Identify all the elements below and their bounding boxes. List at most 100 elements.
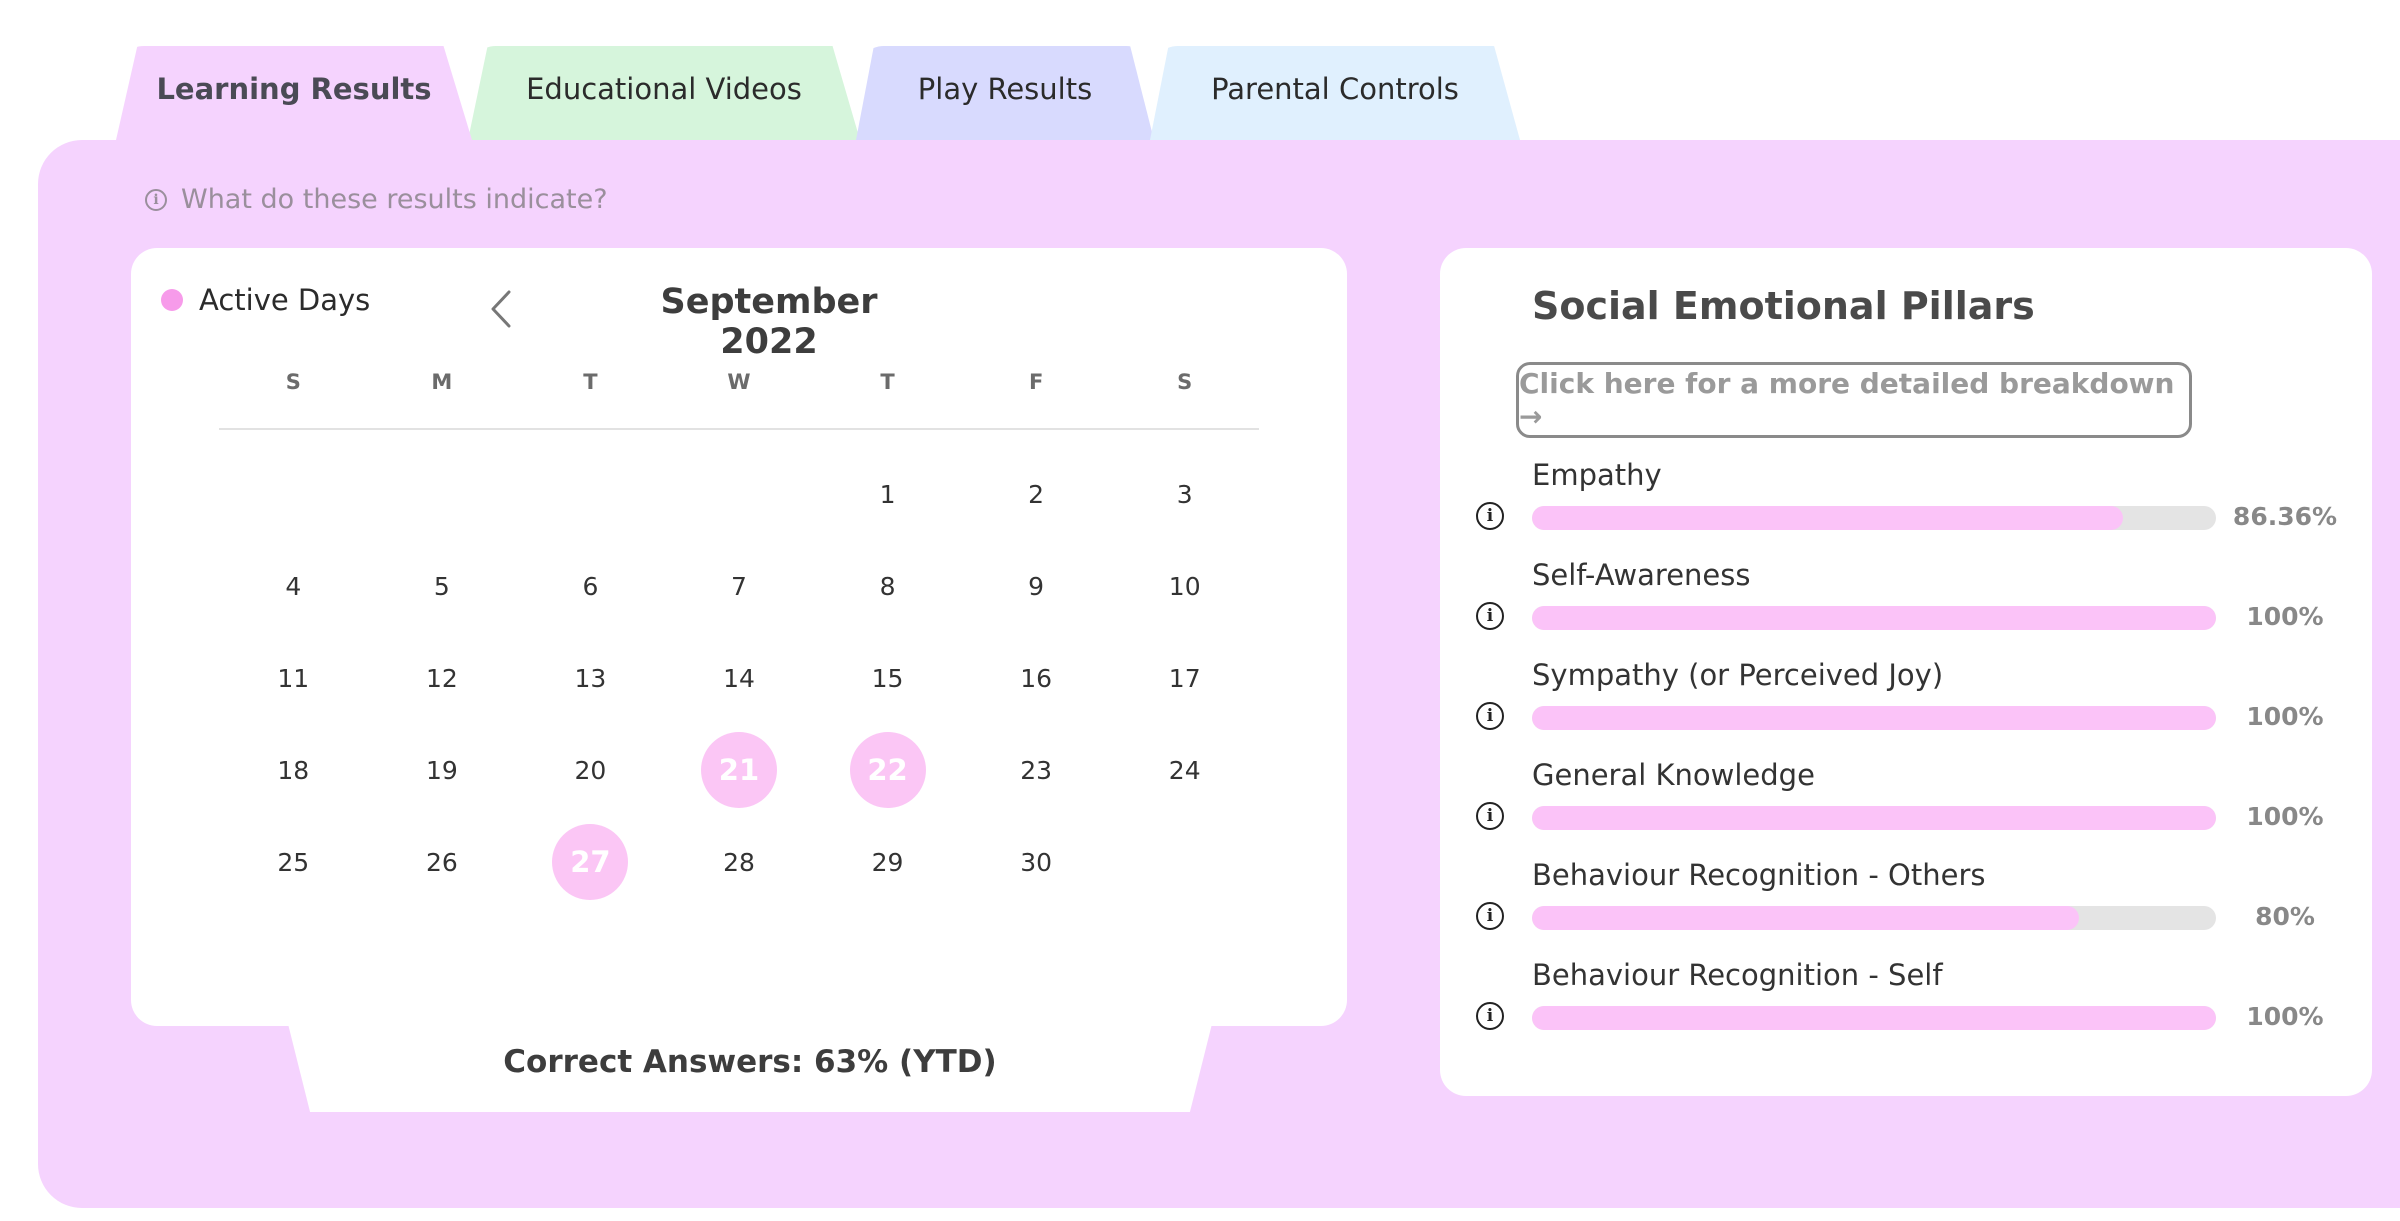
tab-learning-results[interactable]: Learning Results (116, 46, 472, 140)
day-number: 25 (277, 847, 310, 877)
pillar-percent: 100% (2246, 1002, 2324, 1031)
calendar-day[interactable]: 2 (962, 448, 1111, 540)
calendar-day[interactable]: 24 (1110, 724, 1259, 816)
pillar-label: General Knowledge (1532, 758, 1815, 792)
day-number: 18 (277, 755, 310, 785)
day-number: 1 (879, 479, 896, 509)
calendar-day[interactable]: 4 (219, 540, 368, 632)
calendar-day[interactable]: 7 (665, 540, 814, 632)
calendar-day[interactable]: 10 (1110, 540, 1259, 632)
calendar-grid: 1 2 3 4 5 6 7 8 9 10 11 12 13 14 15 16 17 18 19 20 21 22 23 24 2… (219, 448, 1259, 908)
calendar-day[interactable]: 13 (516, 632, 665, 724)
calendar-day[interactable]: 28 (665, 816, 814, 908)
pillar-label: Sympathy (or Perceived Joy) (1532, 658, 1944, 692)
day-number: 7 (731, 571, 747, 601)
day-number (701, 456, 777, 532)
day-number: 4 (285, 571, 302, 601)
calendar-day[interactable]: 3 (1110, 448, 1259, 540)
tab-educational-videos[interactable]: Educational Videos (468, 46, 860, 140)
info-icon: i (1476, 502, 1504, 530)
calendar-day[interactable]: 18 (219, 724, 368, 816)
active-day-dot (161, 289, 183, 311)
tab-parental-controls[interactable]: Parental Controls (1150, 46, 1520, 140)
pillar-progress-fill (1532, 706, 2216, 730)
pillar-info-button[interactable]: i (1476, 902, 1504, 930)
day-number: 3 (1176, 479, 1193, 509)
tab-label: Learning Results (156, 72, 432, 106)
tab-label: Play Results (917, 72, 1093, 106)
day-number: 9 (1028, 571, 1045, 601)
calendar-day[interactable]: 29 (813, 816, 962, 908)
pillar-info-button[interactable]: i (1476, 602, 1504, 630)
calendar-day-empty (665, 448, 814, 540)
day-number: 13 (574, 663, 607, 693)
day-number: 6 (582, 571, 599, 601)
results-help-link[interactable]: i What do these results indicate? (145, 184, 608, 215)
info-icon: i (1476, 702, 1504, 730)
calendar-day[interactable]: 26 (368, 816, 517, 908)
calendar-day[interactable]: 14 (665, 632, 814, 724)
day-number: 14 (723, 663, 755, 693)
day-number: 12 (425, 663, 458, 693)
day-number: 26 (425, 847, 458, 877)
day-number: 19 (425, 755, 458, 785)
calendar-day[interactable]: 1 (813, 448, 962, 540)
pillar-info-button[interactable]: i (1476, 702, 1504, 730)
pillars-title: Social Emotional Pillars (1532, 284, 2035, 328)
calendar-day[interactable]: 12 (368, 632, 517, 724)
calendar-day[interactable]: 15 (813, 632, 962, 724)
calendar-day[interactable]: 5 (368, 540, 517, 632)
calendar-day[interactable]: 11 (219, 632, 368, 724)
day-number (255, 456, 331, 532)
weekday-label: F (1028, 370, 1044, 394)
calendar-day-active[interactable]: 27 (516, 816, 665, 908)
pillar-label: Behaviour Recognition - Others (1532, 858, 1986, 892)
calendar-day[interactable]: 9 (962, 540, 1111, 632)
legend-label: Active Days (199, 283, 371, 317)
correct-answers-text: Correct Answers: 63% (YTD) (503, 1044, 997, 1080)
day-number: 23 (1020, 755, 1053, 785)
calendar-day[interactable]: 8 (813, 540, 962, 632)
pillar-info-button[interactable]: i (1476, 1002, 1504, 1030)
calendar-day[interactable]: 16 (962, 632, 1111, 724)
pillar-percent: 80% (2255, 902, 2315, 931)
detailed-breakdown-button[interactable]: Click here for a more detailed breakdown… (1516, 362, 2192, 438)
tab-label: Parental Controls (1211, 72, 1459, 106)
pillar-percent: 100% (2246, 702, 2324, 731)
calendar-legend: Active Days (161, 283, 370, 317)
calendar-week-row: 25 26 27 28 29 30 (219, 816, 1259, 908)
pillar-info-button[interactable]: i (1476, 502, 1504, 530)
pillars-card: Social Emotional Pillars Click here for … (1440, 248, 2372, 1096)
calendar-day-empty (1110, 816, 1259, 908)
calendar-day[interactable]: 23 (962, 724, 1111, 816)
pillar-info-button[interactable]: i (1476, 802, 1504, 830)
prev-month-button[interactable] (483, 286, 519, 332)
calendar-day[interactable]: 30 (962, 816, 1111, 908)
day-number: 5 (433, 571, 450, 601)
calendar-week-row: 18 19 20 21 22 23 24 (219, 724, 1259, 816)
day-number: 11 (277, 663, 310, 693)
calendar-day[interactable]: 20 (516, 724, 665, 816)
calendar-week-row: 1 2 3 (219, 448, 1259, 540)
pillar-progress-fill (1532, 1006, 2216, 1030)
tab-play-results[interactable]: Play Results (856, 46, 1154, 140)
calendar-day-active[interactable]: 22 (813, 724, 962, 816)
calendar-day[interactable]: 19 (368, 724, 517, 816)
day-number: 16 (1020, 663, 1053, 693)
pillar-progress-fill (1532, 806, 2216, 830)
day-number: 28 (723, 847, 755, 877)
calendar-day[interactable]: 17 (1110, 632, 1259, 724)
pillar-row: Behaviour Recognition - Others i 80% (1440, 858, 2372, 958)
weekday-label: S (1177, 370, 1193, 394)
calendar-day-active[interactable]: 21 (665, 724, 814, 816)
calendar-day[interactable]: 25 (219, 816, 368, 908)
weekday-label: S (285, 370, 301, 394)
pillar-row: Empathy i 86.36% (1440, 458, 2372, 558)
pillar-progress-fill (1532, 906, 2080, 930)
weekday-label: T (583, 370, 598, 394)
calendar-day-empty (516, 448, 665, 540)
calendar-day[interactable]: 6 (516, 540, 665, 632)
day-number: 30 (1020, 847, 1053, 877)
pillar-progress-track (1532, 906, 2216, 930)
pillar-label: Empathy (1532, 458, 1662, 492)
